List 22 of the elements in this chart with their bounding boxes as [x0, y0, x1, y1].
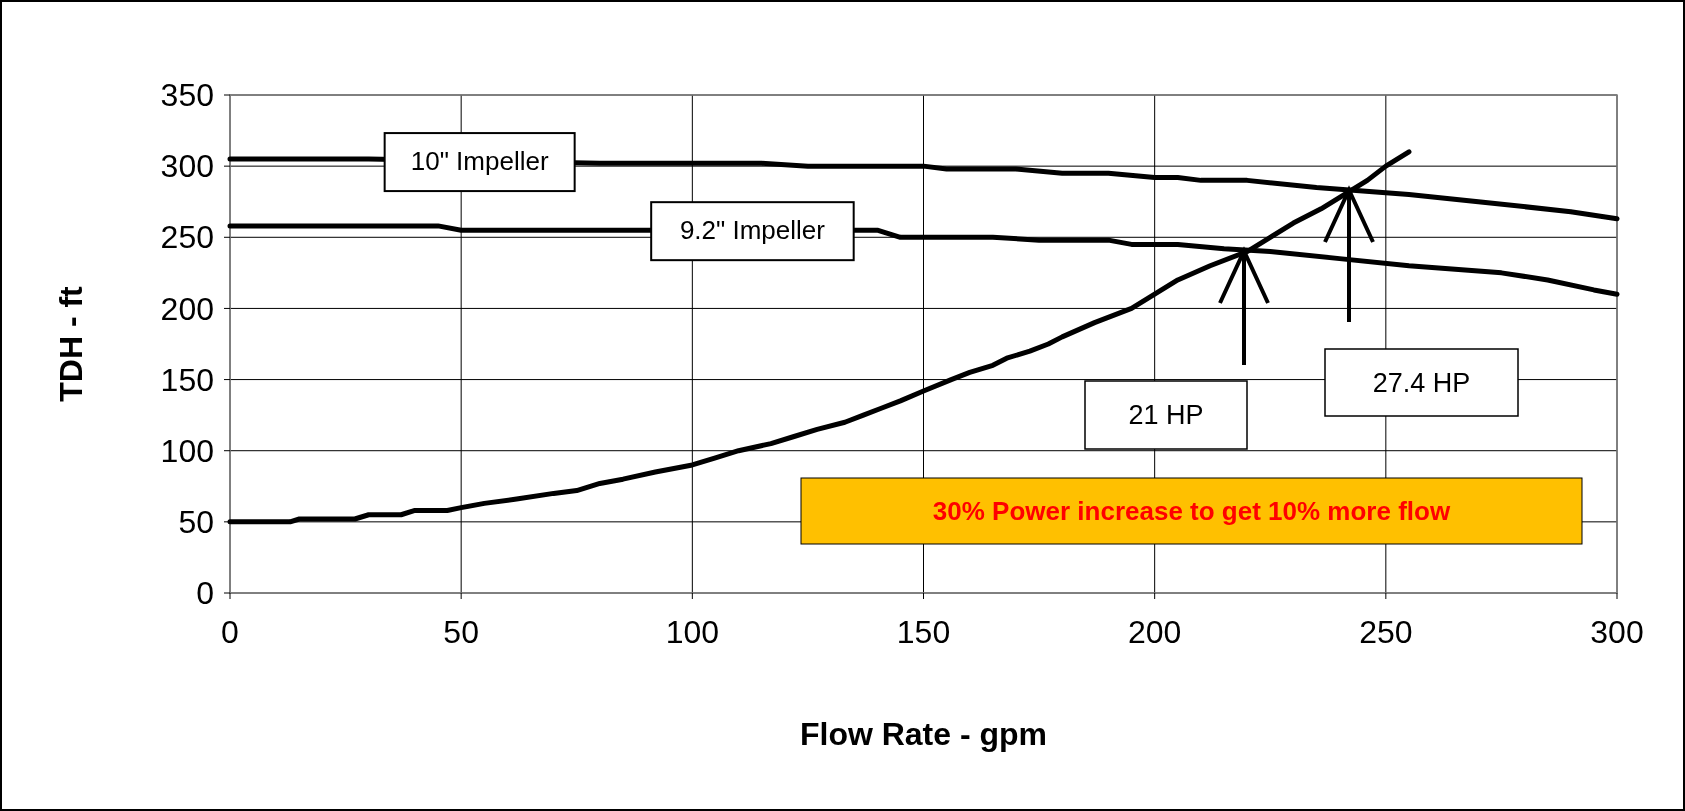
y-tick-label: 0	[196, 575, 214, 612]
annotation: 30% Power increase to get 10% more flow	[932, 496, 1451, 527]
y-tick-label: 50	[178, 504, 214, 541]
x-tick-label: 200	[1127, 614, 1182, 650]
series-label: 10" Impeller	[410, 146, 549, 177]
x-tick-label: 250	[1359, 614, 1413, 650]
x-tick-label: 100	[665, 614, 720, 650]
x-tick-label: 50	[443, 614, 479, 650]
y-tick-label: 300	[160, 148, 214, 185]
y-axis-title: TDH - ft	[53, 285, 89, 402]
annotation: 27.4 HP	[1372, 367, 1471, 398]
x-tick-label: 300	[1590, 614, 1644, 650]
x-axis-title: Flow Rate - gpm	[799, 716, 1048, 752]
x-tick-label: 0	[221, 614, 239, 650]
y-tick-label: 350	[160, 77, 214, 114]
y-tick-label: 200	[160, 290, 214, 327]
x-tick-label: 150	[896, 614, 951, 650]
y-tick-label: 250	[160, 219, 214, 256]
y-tick-label: 100	[160, 432, 214, 469]
series-label: 9.2" Impeller	[679, 215, 826, 246]
y-tick-label: 150	[160, 361, 214, 398]
annotation: 21 HP	[1128, 400, 1204, 431]
